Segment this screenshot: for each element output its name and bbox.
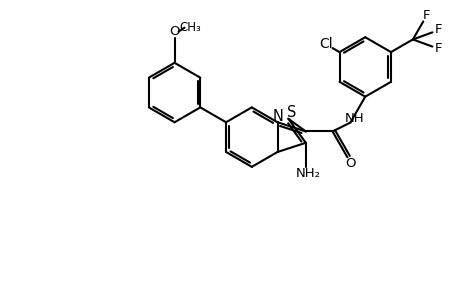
- Text: CH₃: CH₃: [179, 21, 201, 34]
- Text: O: O: [169, 25, 179, 38]
- Text: S: S: [286, 105, 295, 120]
- Text: N: N: [273, 109, 283, 124]
- Text: Cl: Cl: [318, 37, 332, 51]
- Text: F: F: [422, 9, 430, 22]
- Text: O: O: [344, 157, 355, 170]
- Text: NH: NH: [344, 112, 364, 125]
- Text: F: F: [434, 23, 442, 37]
- Text: F: F: [434, 42, 442, 56]
- Text: NH₂: NH₂: [295, 167, 319, 180]
